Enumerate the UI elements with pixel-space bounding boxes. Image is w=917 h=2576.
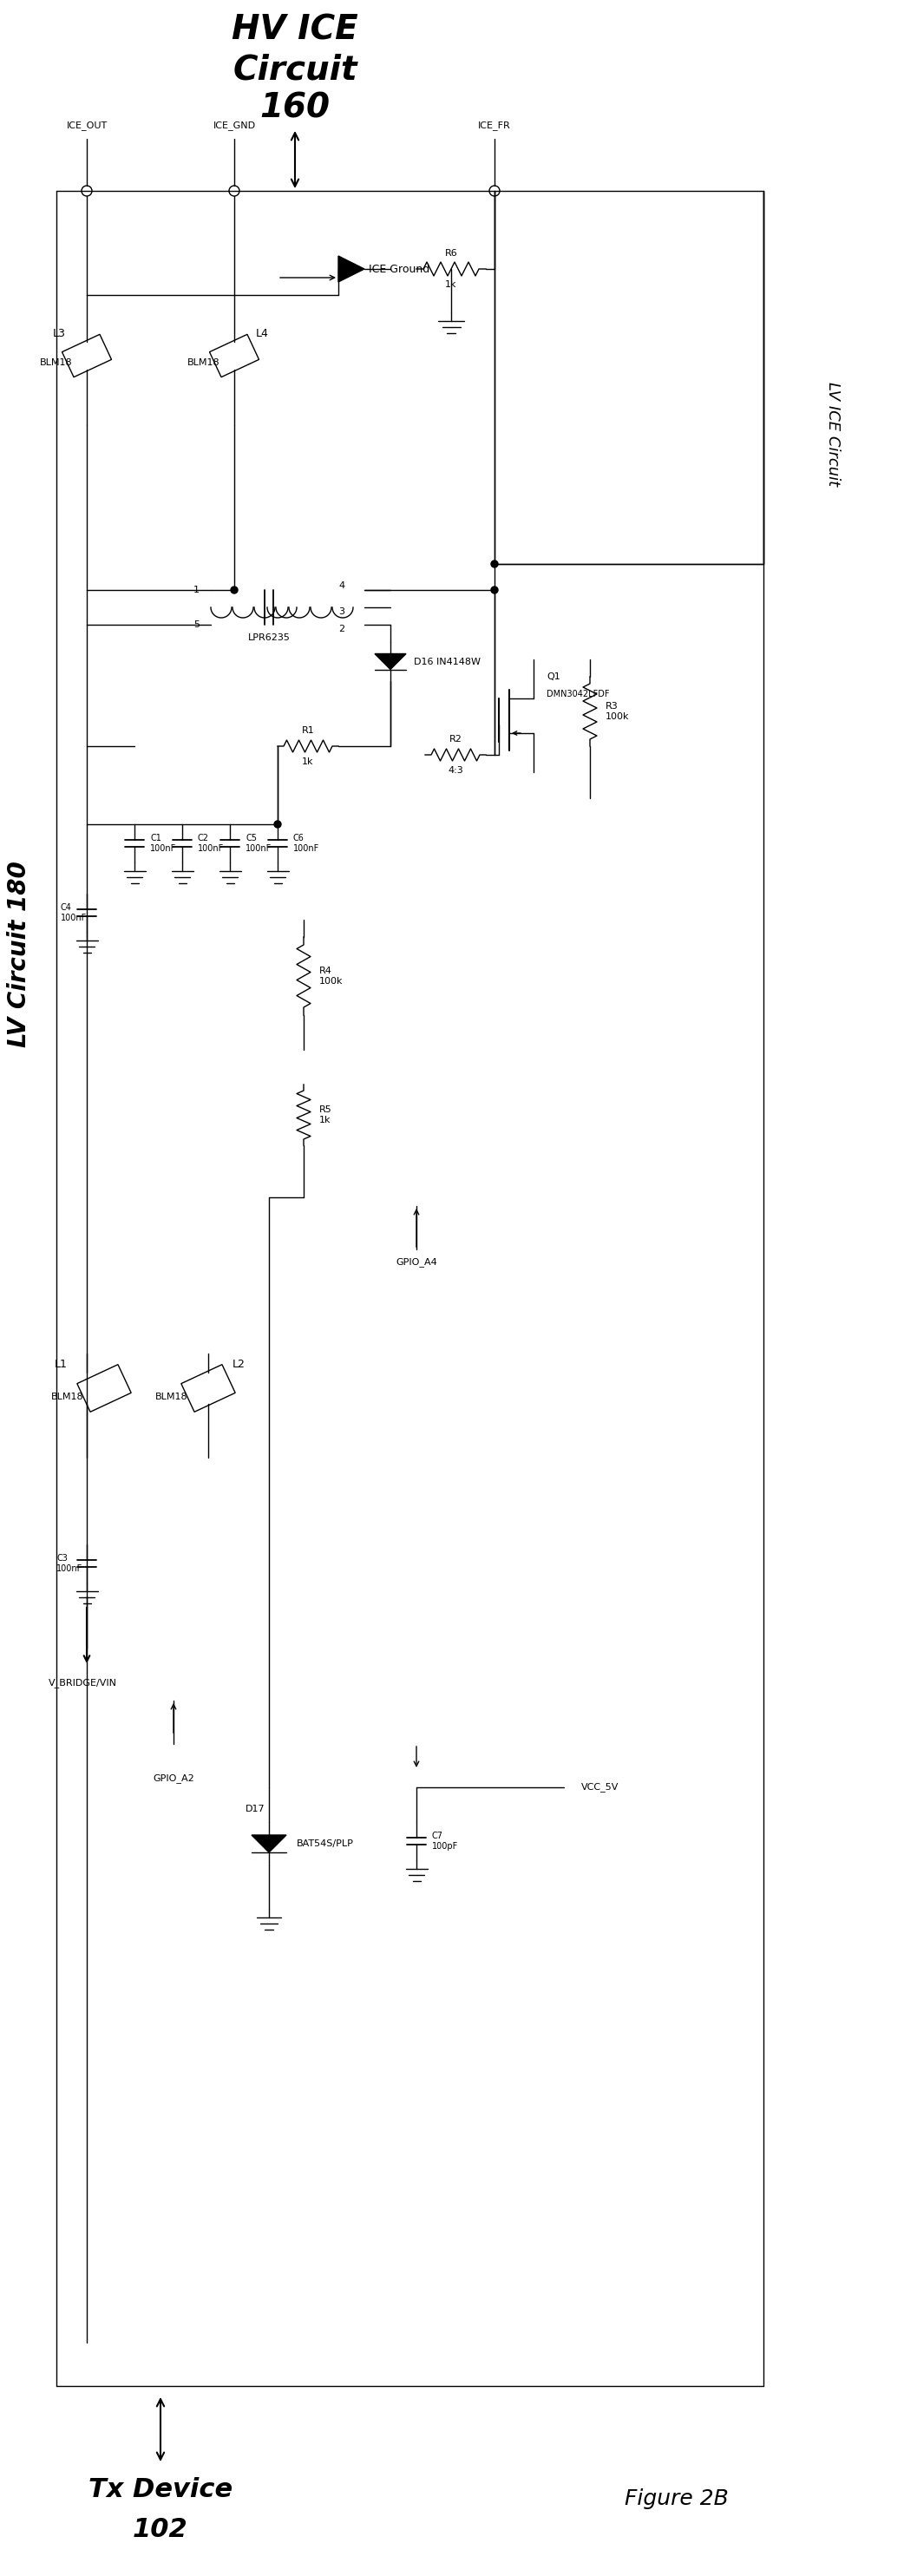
Bar — [182, 1365, 236, 1412]
Bar — [209, 335, 259, 376]
Text: 1k: 1k — [302, 757, 314, 765]
Text: L4: L4 — [256, 327, 269, 340]
Text: BLM18: BLM18 — [188, 358, 220, 366]
Text: Q1: Q1 — [547, 672, 560, 680]
Text: C5
100nF: C5 100nF — [246, 835, 271, 853]
Text: 102: 102 — [133, 2517, 188, 2543]
Text: ICE_GND: ICE_GND — [213, 121, 256, 131]
Text: C4
100nF: C4 100nF — [61, 904, 87, 922]
Text: GPIO_A2: GPIO_A2 — [153, 1775, 194, 1783]
Text: LV Circuit 180: LV Circuit 180 — [7, 860, 31, 1048]
Circle shape — [231, 587, 238, 592]
Polygon shape — [375, 654, 406, 670]
Text: D16 IN4148W: D16 IN4148W — [414, 657, 481, 667]
Circle shape — [274, 822, 282, 827]
Text: R1: R1 — [302, 726, 315, 734]
Text: D17: D17 — [245, 1806, 265, 1814]
Text: 1k: 1k — [446, 281, 457, 289]
Text: C2
100nF: C2 100nF — [198, 835, 224, 853]
Text: R3
100k: R3 100k — [605, 703, 629, 721]
Text: R4
100k: R4 100k — [319, 966, 343, 987]
Text: BAT54S/PLP: BAT54S/PLP — [297, 1839, 354, 1847]
Text: 160: 160 — [260, 93, 330, 126]
Circle shape — [491, 587, 498, 592]
Text: 2: 2 — [338, 626, 345, 634]
Text: GPIO_A4: GPIO_A4 — [396, 1257, 437, 1267]
Text: LPR6235: LPR6235 — [248, 634, 290, 641]
Bar — [62, 335, 112, 376]
Text: R5
1k: R5 1k — [319, 1105, 332, 1123]
Text: BLM18: BLM18 — [40, 358, 72, 366]
Text: BLM18: BLM18 — [51, 1394, 84, 1401]
Text: C7
100pF: C7 100pF — [432, 1832, 458, 1850]
Text: C3
100nF: C3 100nF — [56, 1553, 83, 1574]
Text: 5: 5 — [193, 621, 200, 629]
Polygon shape — [251, 1834, 286, 1852]
Text: 4: 4 — [338, 582, 345, 590]
Text: HV ICE: HV ICE — [232, 13, 359, 46]
Bar — [77, 1365, 131, 1412]
Circle shape — [491, 562, 498, 567]
Text: L1: L1 — [54, 1358, 67, 1370]
Text: C1
100nF: C1 100nF — [150, 835, 176, 853]
Text: 4:3: 4:3 — [447, 765, 463, 775]
Text: ICE_OUT: ICE_OUT — [66, 121, 107, 131]
Text: L3: L3 — [52, 327, 65, 340]
Polygon shape — [338, 255, 364, 281]
Text: Tx Device: Tx Device — [88, 2478, 233, 2504]
Text: Figure 2B: Figure 2B — [624, 2488, 729, 2509]
Text: 1: 1 — [193, 585, 200, 595]
Text: L2: L2 — [232, 1358, 245, 1370]
Text: 3: 3 — [338, 608, 345, 616]
Text: R2: R2 — [449, 734, 462, 744]
Text: R6: R6 — [445, 250, 458, 258]
Text: V_BRIDGE/VIN: V_BRIDGE/VIN — [49, 1680, 116, 1687]
Text: BLM18: BLM18 — [156, 1394, 188, 1401]
Text: Circuit: Circuit — [233, 54, 358, 85]
Text: ICE Ground: ICE Ground — [369, 263, 429, 276]
Text: LV ICE Circuit: LV ICE Circuit — [825, 381, 841, 487]
Text: VCC_5V: VCC_5V — [581, 1783, 619, 1793]
Text: DMN3042LFDF: DMN3042LFDF — [547, 690, 610, 698]
Text: ICE_FR: ICE_FR — [478, 121, 511, 131]
Text: C6
100nF: C6 100nF — [293, 835, 319, 853]
